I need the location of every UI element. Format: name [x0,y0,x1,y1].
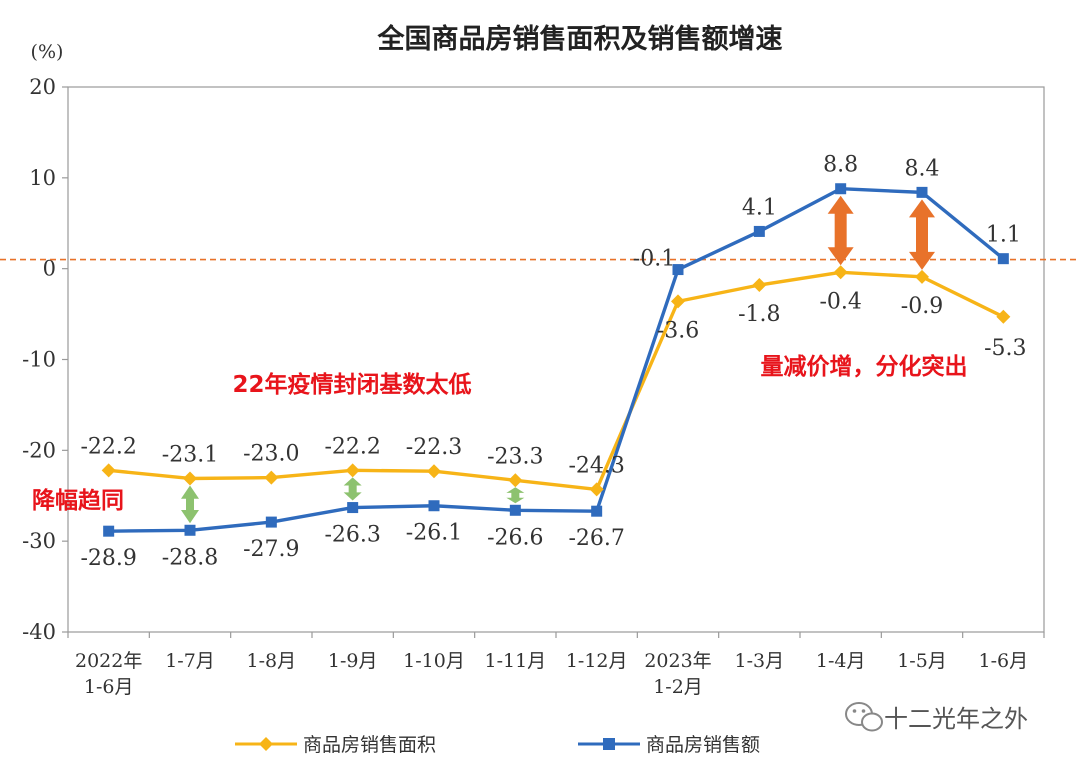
data-label-0-9: -0.4 [819,289,861,314]
series-line-0 [108,270,1005,492]
data-label-1-2: -27.9 [243,537,299,562]
data-label-0-1: -23.1 [162,442,218,467]
y-tick-label: 10 [29,166,56,190]
x-tick-label: 1-8月 [247,650,297,672]
y-tick-label: -10 [22,348,56,372]
data-label-1-9: 8.8 [823,153,858,178]
point-area-1 [183,471,197,486]
point-sales-8 [753,225,765,237]
wechat-icon [845,702,883,732]
point-sales-11 [997,253,1009,265]
data-label-0-6: -24.3 [568,453,624,478]
gap-arrow-1 [181,485,199,524]
data-label-1-8: 4.1 [742,195,777,220]
y-tick-label: -20 [22,438,56,462]
point-area-8 [752,278,767,293]
legend-marker-sales [603,738,615,750]
y-tick-label: 20 [29,75,56,99]
y-axis-unit: (%) [31,41,64,63]
legend-label-sales: 商品房销售额 [646,734,760,756]
data-label-0-4: -22.3 [406,435,462,460]
data-label-0-8: -1.8 [738,302,780,327]
data-label-1-4: -26.1 [406,521,462,546]
x-tick-label: 2023年 1-2月 [644,650,711,698]
point-area-10 [915,269,929,284]
point-area-4 [427,464,441,479]
data-label-0-7: -3.6 [657,318,699,343]
point-area-6 [589,482,604,497]
data-label-1-10: 8.4 [905,156,940,181]
x-tick-label: 1-11月 [484,650,546,672]
gap-arrow-3 [343,477,362,501]
point-sales-10 [916,186,928,198]
point-sales-2 [265,516,277,528]
x-tick-label: 2022年 1-6月 [75,650,142,698]
data-label-1-1: -28.8 [162,545,218,570]
legend-label-area: 商品房销售面积 [303,734,436,756]
x-tick-label: 1-6月 [979,650,1029,672]
point-sales-0 [103,525,115,537]
annotation-converging-decline: 降幅趋同 [32,488,124,514]
gap-arrow-10 [909,199,935,270]
data-label-1-5: -26.6 [487,525,543,550]
x-tick-label: 1-7月 [165,650,215,672]
data-label-1-0: -28.9 [80,546,136,571]
point-sales-6 [591,505,603,517]
point-sales-3 [347,502,359,514]
point-sales-7 [672,264,684,276]
y-tick-label: -40 [22,620,56,644]
legend: 商品房销售面积 商品房销售额 [235,734,760,756]
point-area-7 [671,294,685,309]
point-sales-1 [184,524,196,536]
gap-arrow-5 [506,487,525,504]
data-label-0-11: -5.3 [984,336,1026,361]
x-tick-label: 1-4月 [816,650,866,672]
series-line-1 [108,187,1005,533]
data-label-1-6: -26.7 [568,526,624,551]
point-area-11 [996,309,1011,324]
gap-arrow-9 [827,195,854,266]
point-area-9 [833,265,848,280]
point-area-0 [101,463,116,478]
chart-title: 全国商品房销售面积及销售额增速 [377,23,783,55]
data-label-0-10: -0.9 [901,294,943,319]
watermark: 十二光年之外 [845,702,1028,733]
data-label-0-2: -23.0 [243,442,299,467]
point-area-5 [508,473,523,488]
point-area-3 [345,463,360,478]
data-label-0-3: -22.2 [324,434,380,459]
x-tick-label: 1-10月 [403,650,465,672]
x-tick-label: 1-5月 [897,650,947,672]
point-sales-9 [835,183,847,195]
annotation-low-base: 22年疫情封闭基数太低 [232,371,471,398]
x-tick-label: 1-3月 [735,650,785,672]
point-area-2 [264,470,279,485]
data-label-0-5: -23.3 [487,444,543,469]
data-label-1-7: -0.1 [633,247,675,272]
data-label-0-0: -22.2 [80,434,136,459]
y-tick-label: -30 [22,529,56,553]
data-label-1-3: -26.3 [324,523,380,548]
data-label-1-11: 1.1 [986,223,1021,248]
x-tick-label: 1-9月 [328,650,378,672]
annotation-divergence: 量减价增，分化突出 [761,353,968,380]
watermark-text: 十二光年之外 [884,705,1028,733]
legend-marker-area [259,737,273,751]
y-tick-label: 0 [43,257,56,281]
point-sales-4 [428,500,440,512]
x-tick-label: 1-12月 [566,650,628,672]
point-sales-5 [509,504,521,516]
